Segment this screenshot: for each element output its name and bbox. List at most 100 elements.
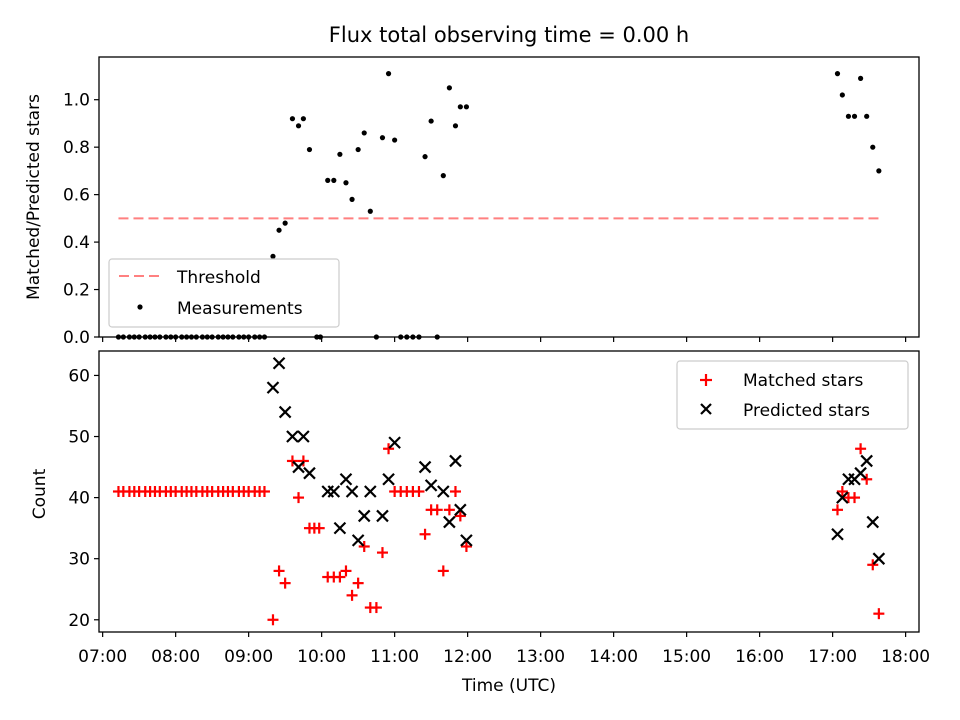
measurement-point bbox=[839, 92, 845, 98]
x-tick-label: 14:00 bbox=[589, 647, 638, 667]
predicted-star-marker bbox=[831, 527, 844, 541]
predicted-star-marker bbox=[351, 534, 365, 547]
measurement-point bbox=[452, 123, 459, 129]
matched-star-marker bbox=[370, 602, 382, 614]
x-tick-label: 12:00 bbox=[443, 647, 492, 667]
matched-star-marker bbox=[419, 528, 431, 540]
matched-star-marker bbox=[437, 565, 449, 577]
bottom-legend-box bbox=[676, 360, 909, 430]
x-tick-label: 11:00 bbox=[370, 647, 419, 667]
matched-star-marker bbox=[267, 614, 279, 626]
top-legend-box bbox=[108, 258, 340, 328]
predicted-star-marker bbox=[292, 460, 305, 474]
predicted-star-marker bbox=[460, 534, 473, 547]
predicted-star-marker bbox=[339, 473, 353, 486]
measurement-point bbox=[331, 177, 337, 183]
measurement-point bbox=[422, 154, 428, 160]
y-tick-label-bottom: 20 bbox=[68, 611, 90, 631]
measurement-point bbox=[392, 137, 398, 143]
matched-star-marker bbox=[376, 547, 388, 559]
x-tick-label: 07:00 bbox=[78, 647, 127, 667]
predicted-star-marker bbox=[266, 381, 280, 394]
measurement-point bbox=[379, 135, 386, 141]
predicted-star-marker bbox=[278, 405, 292, 419]
matched-star-marker bbox=[836, 486, 848, 497]
matched-star-marker bbox=[449, 486, 461, 497]
matched-star-marker bbox=[346, 589, 358, 601]
matched-star-marker bbox=[855, 443, 867, 455]
measurement-point bbox=[845, 113, 852, 119]
predicted-star-marker bbox=[860, 454, 873, 468]
measurement-point bbox=[463, 104, 470, 110]
x-axis-label: Time (UTC) bbox=[461, 676, 556, 696]
measurement-point bbox=[440, 173, 446, 179]
matched-star-marker bbox=[431, 504, 443, 516]
predicted-star-marker bbox=[297, 430, 310, 443]
predicted-star-markers bbox=[266, 356, 886, 565]
predicted-star-marker bbox=[418, 460, 432, 474]
x-tick-label: 08:00 bbox=[151, 647, 200, 667]
matched-star-marker bbox=[258, 486, 270, 497]
matched-star-marker bbox=[279, 577, 291, 589]
ratio-panel: Flux total observing time = 0.00 h Match… bbox=[24, 23, 920, 348]
top-legend: Threshold Measurements bbox=[108, 258, 340, 328]
measurement-point bbox=[325, 177, 331, 183]
predicted-star-marker bbox=[443, 515, 456, 529]
y-tick-label-top: 0.0 bbox=[63, 328, 90, 348]
legend-predicted-swatch bbox=[700, 403, 712, 415]
matched-star-marker bbox=[413, 486, 425, 497]
measurement-point bbox=[349, 196, 355, 202]
measurement-point bbox=[355, 146, 361, 153]
measurement-point bbox=[270, 253, 276, 259]
x-tick-label: 15:00 bbox=[662, 647, 711, 667]
measurement-point bbox=[289, 116, 296, 122]
bottom-legend: Matched stars Predicted stars bbox=[676, 360, 909, 430]
predicted-star-marker bbox=[437, 485, 450, 498]
predicted-star-marker bbox=[382, 473, 395, 486]
matched-star-marker bbox=[313, 522, 325, 534]
predicted-star-marker bbox=[376, 509, 389, 523]
measurement-point bbox=[361, 130, 367, 136]
count-panel: Count Time (UTC) 20 30 40 50 60 07:00 08:00 09:… bbox=[30, 350, 930, 696]
measurement-point bbox=[870, 144, 876, 150]
matched-star-marker bbox=[861, 473, 873, 485]
predicted-star-marker bbox=[364, 485, 377, 498]
y-tick-label-bottom: 40 bbox=[68, 489, 90, 509]
y-tick-label-bottom: 30 bbox=[68, 550, 90, 570]
measurement-point bbox=[876, 168, 882, 174]
measurement-point bbox=[834, 71, 841, 77]
legend-measurement-label: Measurements bbox=[177, 299, 303, 319]
x-tick-label: 10:00 bbox=[297, 647, 346, 667]
measurement-point bbox=[367, 208, 373, 214]
measurement-point bbox=[851, 113, 858, 119]
chart-title: Flux total observing time = 0.00 h bbox=[329, 23, 689, 47]
legend-threshold-label: Threshold bbox=[176, 268, 261, 288]
matched-star-marker bbox=[849, 492, 861, 504]
measurement-point bbox=[385, 71, 392, 77]
matched-star-markers bbox=[112, 443, 885, 626]
measurement-point bbox=[428, 118, 434, 124]
predicted-star-marker bbox=[357, 509, 371, 523]
measurement-point bbox=[306, 146, 313, 153]
predicted-star-marker bbox=[454, 503, 467, 517]
matched-star-marker bbox=[286, 455, 298, 467]
measurement-point bbox=[337, 151, 343, 157]
x-tick-label: 09:00 bbox=[224, 647, 273, 667]
legend-predicted-label: Predicted stars bbox=[743, 401, 870, 421]
y-tick-label-top: 1.0 bbox=[63, 91, 90, 111]
measurement-point bbox=[343, 180, 349, 186]
measurement-point bbox=[864, 113, 870, 119]
matched-star-marker bbox=[352, 577, 364, 589]
matched-star-marker bbox=[293, 492, 305, 504]
y-tick-label-top: 0.8 bbox=[63, 138, 90, 158]
matched-star-marker bbox=[831, 504, 843, 516]
predicted-star-marker bbox=[388, 436, 401, 449]
measurement-point bbox=[457, 104, 463, 110]
matched-star-marker bbox=[460, 540, 472, 552]
y-axis-label-bottom: Count bbox=[30, 468, 50, 519]
measurement-point bbox=[446, 85, 452, 91]
predicted-star-marker bbox=[327, 485, 341, 498]
predicted-star-marker bbox=[303, 466, 316, 480]
